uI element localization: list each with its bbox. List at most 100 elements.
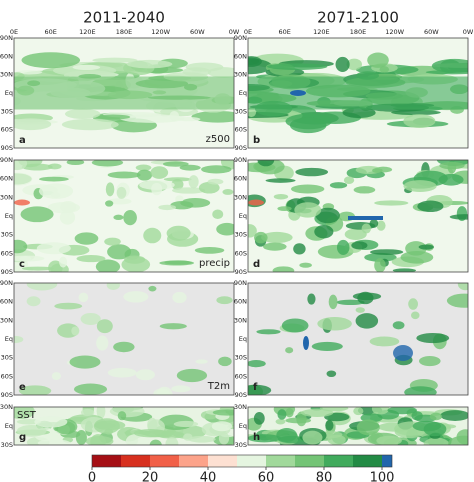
field-blob — [285, 408, 294, 418]
field-blob — [248, 434, 281, 443]
colorbar-tick-label: 20 — [142, 471, 159, 482]
lat-label: 30S — [235, 107, 247, 115]
band — [248, 76, 468, 110]
lon-label: 60W — [190, 28, 205, 36]
field-blob — [285, 347, 294, 354]
field-blob — [21, 52, 81, 69]
map — [14, 283, 234, 395]
field-blob — [374, 258, 386, 272]
field-blob — [416, 332, 450, 344]
field-blob — [211, 421, 233, 432]
lat-label: 90N — [0, 34, 13, 42]
colorbar-swatch — [92, 455, 122, 467]
field-blob — [16, 424, 47, 437]
field-blob — [293, 243, 306, 255]
field-blob — [20, 206, 54, 223]
field-blob — [431, 58, 468, 73]
field-blob — [66, 160, 85, 166]
field-blob — [143, 227, 162, 244]
colorbar-frame — [91, 454, 393, 468]
field-blob — [117, 411, 127, 421]
lon-label: 0W — [463, 28, 474, 36]
lat-label: Eq — [5, 89, 13, 97]
field-blob — [265, 178, 296, 183]
field-blob — [222, 189, 234, 195]
field-blob — [191, 110, 234, 123]
panel-letter: d — [253, 259, 260, 270]
field-blob — [342, 107, 376, 119]
field-blob — [80, 408, 95, 417]
field-blob — [403, 180, 437, 192]
lat-label: 30N — [234, 71, 247, 79]
colorbar-tick-label: 100 — [370, 471, 395, 482]
field-blob — [403, 114, 436, 128]
lat-label: 30S — [235, 354, 247, 362]
field-blob — [356, 419, 380, 436]
field-blob — [262, 242, 287, 251]
band — [14, 76, 234, 110]
field-blob — [290, 184, 325, 194]
field-blob — [248, 58, 273, 75]
field-blob — [69, 355, 101, 369]
lat-label: 60S — [235, 249, 247, 257]
lat-label: Eq — [5, 335, 13, 343]
lat-label: 30S — [1, 107, 13, 115]
field-blob — [411, 311, 420, 320]
map — [248, 407, 468, 445]
field-blob — [336, 299, 365, 306]
field-blob — [372, 168, 383, 173]
field-blob — [387, 407, 417, 415]
field-blob — [392, 268, 416, 272]
field-blob — [351, 241, 368, 250]
field-blob — [166, 225, 191, 241]
field-blob — [59, 201, 77, 213]
max-blob — [290, 90, 306, 96]
field-blob — [107, 367, 137, 378]
colorbar-tick-label: 0 — [88, 471, 96, 482]
lat-label: 30N — [0, 403, 13, 411]
field-blob — [404, 386, 437, 395]
lat-label: 60S — [1, 372, 13, 380]
map — [14, 38, 234, 148]
field-blob — [171, 385, 191, 393]
lon-label: 60E — [278, 28, 290, 36]
lat-label: Eq — [239, 89, 247, 97]
field-blob — [218, 356, 232, 367]
field-blob — [158, 204, 177, 211]
field-blob — [85, 435, 114, 445]
field-blob — [14, 173, 32, 185]
field-blob — [336, 239, 350, 255]
lat-label: 30S — [1, 441, 13, 449]
field-blob — [266, 63, 328, 71]
field-blob — [38, 183, 74, 199]
field-blob — [281, 318, 309, 333]
panel-frame — [13, 37, 235, 149]
field-blob — [201, 165, 232, 174]
map — [14, 407, 234, 445]
panel-frame — [247, 406, 469, 446]
field-blob — [183, 433, 193, 441]
lat-label: 30N — [0, 193, 13, 201]
lon-label: 60E — [44, 28, 56, 36]
field-blob — [73, 383, 108, 395]
field-blob — [96, 319, 113, 334]
field-blob — [61, 118, 119, 131]
field-blob — [26, 283, 58, 291]
field-blob — [371, 407, 390, 415]
field-blob — [423, 437, 450, 445]
field-blob — [163, 177, 192, 182]
field-blob — [14, 407, 35, 420]
colorbar-tick-label: 40 — [200, 471, 217, 482]
field-blob — [417, 200, 444, 213]
field-blob — [105, 200, 114, 207]
field-blob — [18, 385, 52, 395]
field-blob — [104, 237, 121, 246]
field-blob — [248, 107, 257, 118]
field-blob — [248, 224, 257, 238]
field-blob — [96, 335, 109, 351]
field-blob — [216, 222, 234, 236]
variable-label: precip — [199, 258, 230, 269]
field-blob — [135, 164, 152, 171]
lat-label: 60N — [0, 298, 13, 306]
field-blob — [207, 178, 224, 185]
